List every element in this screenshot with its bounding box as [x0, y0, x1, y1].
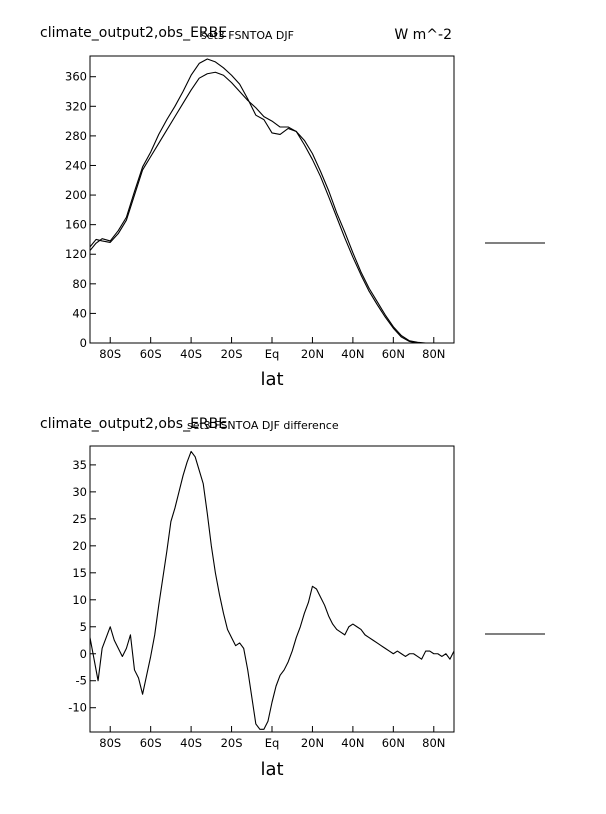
bottom-chart-y-tick-label: 10	[72, 593, 87, 607]
bottom-chart-y-tick-label: 30	[72, 485, 87, 499]
bottom-chart-x-tick-label: 80S	[99, 736, 121, 750]
bottom-chart-y-tick-label: 25	[72, 512, 87, 526]
bottom-chart-y-tick-label: 35	[72, 458, 87, 472]
top-chart-x-tick-label: 20N	[301, 347, 324, 361]
bottom-chart-x-tick-label: 60N	[382, 736, 405, 750]
top-chart-series-group	[89, 58, 454, 344]
bottom-chart-x-tick-label: 20N	[301, 736, 324, 750]
bottom-chart-y-tick-label: -5	[76, 674, 87, 688]
top-chart-y-tick-label: 280	[65, 129, 87, 143]
bottom-chart-y-ticks: -10 -5 0 5 10 15 20 25 30 35	[68, 458, 96, 715]
bottom-chart-x-tick-label: 40N	[341, 736, 364, 750]
bottom-chart-y-tick-label: 15	[72, 566, 87, 580]
top-chart-y-tick-label: 200	[65, 188, 87, 202]
bottom-chart-series-line-1	[89, 450, 455, 730]
top-chart-y-tick-label: 0	[80, 336, 87, 350]
bottom-chart-y-tick-label: 5	[80, 620, 87, 634]
top-chart-x-axis-label: lat	[260, 369, 283, 390]
bottom-chart-series-group	[89, 450, 455, 730]
top-chart-units: W m^-2	[394, 27, 452, 43]
top-chart-series-line-2	[89, 71, 454, 344]
top-chart-panel: climate_output2,obs_ERBE set3 FSNTOA DJF…	[40, 25, 545, 390]
bottom-chart-title: climate_output2,obs_ERBE	[40, 416, 227, 432]
top-chart-y-tick-label: 160	[65, 218, 87, 232]
top-chart-x-tick-label: 40N	[341, 347, 364, 361]
top-chart-x-tick-label: 60S	[140, 347, 162, 361]
top-chart-y-ticks: 0 40 80 120 160 200 240 280 320 360	[65, 70, 96, 350]
top-chart-x-ticks: 80S 60S 40S 20S Eq 20N 40N 60N 80N	[99, 337, 445, 361]
bottom-chart-x-tick-label: Eq	[265, 736, 280, 750]
top-chart-y-tick-label: 40	[72, 306, 87, 320]
top-chart-x-tick-label: 80S	[99, 347, 121, 361]
top-chart-x-tick-label: 40S	[180, 347, 202, 361]
top-chart-y-tick-label: 80	[72, 277, 87, 291]
bottom-chart-y-tick-label: 20	[72, 539, 87, 553]
top-chart-title: climate_output2,obs_ERBE	[40, 25, 227, 41]
bottom-chart-y-tick-label: -10	[68, 701, 87, 715]
bottom-chart-panel: climate_output2,obs_ERBE set3 FSNTOA DJF…	[40, 416, 545, 780]
top-chart-y-tick-label: 320	[65, 99, 87, 113]
bottom-chart-subtitle: set3 FSNTOA DJF difference	[187, 419, 339, 432]
top-chart-x-tick-label: 60N	[382, 347, 405, 361]
top-chart-series-line-1	[89, 58, 454, 344]
bottom-chart-x-ticks: 80S 60S 40S 20S Eq 20N 40N 60N 80N	[99, 726, 445, 750]
top-chart-x-tick-label: 80N	[422, 347, 445, 361]
bottom-chart-plot-frame	[89, 445, 455, 733]
bottom-chart-x-tick-label: 40S	[180, 736, 202, 750]
top-chart-y-tick-label: 360	[65, 70, 87, 84]
top-chart-subtitle: set3 FSNTOA DJF	[201, 29, 294, 42]
bottom-chart-x-axis-label: lat	[260, 759, 283, 780]
bottom-chart-y-tick-label: 0	[80, 647, 87, 661]
top-chart-y-tick-label: 120	[65, 247, 87, 261]
top-chart-y-tick-label: 240	[65, 158, 87, 172]
top-chart-x-tick-label: 20S	[221, 347, 243, 361]
bottom-chart-x-tick-label: 20S	[221, 736, 243, 750]
bottom-chart-x-tick-label: 80N	[422, 736, 445, 750]
top-chart-plot-frame	[89, 55, 455, 344]
top-chart-x-tick-label: Eq	[265, 347, 280, 361]
bottom-chart-x-tick-label: 60S	[140, 736, 162, 750]
